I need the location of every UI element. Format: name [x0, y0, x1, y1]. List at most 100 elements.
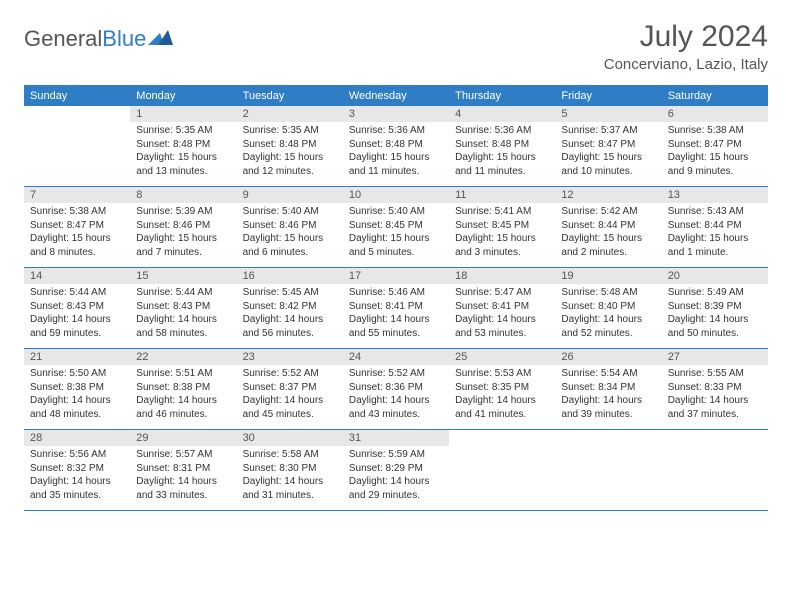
calendar-day: 6Sunrise: 5:38 AMSunset: 8:47 PMDaylight… — [662, 106, 768, 187]
calendar-week: 7Sunrise: 5:38 AMSunset: 8:47 PMDaylight… — [24, 187, 768, 268]
logo-icon — [148, 26, 174, 52]
day-number: 13 — [662, 187, 768, 203]
day-line: Daylight: 15 hours and 3 minutes. — [455, 232, 549, 259]
calendar-week: 21Sunrise: 5:50 AMSunset: 8:38 PMDayligh… — [24, 349, 768, 430]
day-line: Sunset: 8:45 PM — [349, 219, 443, 233]
day-content: Sunrise: 5:50 AMSunset: 8:38 PMDaylight:… — [24, 365, 130, 429]
day-line: Sunset: 8:47 PM — [668, 138, 762, 152]
day-line: Daylight: 14 hours and 48 minutes. — [30, 394, 124, 421]
day-line: Sunset: 8:38 PM — [136, 381, 230, 395]
day-number: 11 — [449, 187, 555, 203]
day-line: Daylight: 15 hours and 11 minutes. — [349, 151, 443, 178]
day-content: Sunrise: 5:49 AMSunset: 8:39 PMDaylight:… — [662, 284, 768, 348]
day-line: Sunrise: 5:38 AM — [668, 124, 762, 138]
day-line: Daylight: 14 hours and 52 minutes. — [561, 313, 655, 340]
day-number: 19 — [555, 268, 661, 284]
day-line: Daylight: 15 hours and 1 minute. — [668, 232, 762, 259]
day-line: Sunrise: 5:47 AM — [455, 286, 549, 300]
day-line: Sunrise: 5:36 AM — [349, 124, 443, 138]
day-line: Sunrise: 5:54 AM — [561, 367, 655, 381]
dayname-header: Saturday — [662, 86, 768, 106]
day-number: 14 — [24, 268, 130, 284]
day-line: Sunset: 8:38 PM — [30, 381, 124, 395]
day-line: Daylight: 15 hours and 6 minutes. — [243, 232, 337, 259]
day-line: Sunrise: 5:35 AM — [243, 124, 337, 138]
day-line: Sunrise: 5:39 AM — [136, 205, 230, 219]
day-number: 28 — [24, 430, 130, 446]
day-line: Daylight: 14 hours and 53 minutes. — [455, 313, 549, 340]
calendar-day: 27Sunrise: 5:55 AMSunset: 8:33 PMDayligh… — [662, 349, 768, 430]
month-title: July 2024 — [604, 20, 768, 54]
calendar-day: 30Sunrise: 5:58 AMSunset: 8:30 PMDayligh… — [237, 430, 343, 511]
day-line: Sunset: 8:43 PM — [136, 300, 230, 314]
day-content: Sunrise: 5:43 AMSunset: 8:44 PMDaylight:… — [662, 203, 768, 267]
day-line: Sunset: 8:43 PM — [30, 300, 124, 314]
day-line: Sunrise: 5:35 AM — [136, 124, 230, 138]
day-line: Daylight: 14 hours and 59 minutes. — [30, 313, 124, 340]
day-line: Sunset: 8:35 PM — [455, 381, 549, 395]
logo: GeneralBlue — [24, 26, 174, 52]
day-line: Daylight: 14 hours and 35 minutes. — [30, 475, 124, 502]
day-line: Sunset: 8:29 PM — [349, 462, 443, 476]
day-number: 21 — [24, 349, 130, 365]
day-content — [555, 446, 661, 508]
calendar-day: 1Sunrise: 5:35 AMSunset: 8:48 PMDaylight… — [130, 106, 236, 187]
dayname-header: Friday — [555, 86, 661, 106]
day-content: Sunrise: 5:55 AMSunset: 8:33 PMDaylight:… — [662, 365, 768, 429]
calendar-day: 3Sunrise: 5:36 AMSunset: 8:48 PMDaylight… — [343, 106, 449, 187]
day-line: Sunrise: 5:41 AM — [455, 205, 549, 219]
calendar-day: 26Sunrise: 5:54 AMSunset: 8:34 PMDayligh… — [555, 349, 661, 430]
day-line: Daylight: 15 hours and 12 minutes. — [243, 151, 337, 178]
day-content: Sunrise: 5:51 AMSunset: 8:38 PMDaylight:… — [130, 365, 236, 429]
day-line: Sunset: 8:41 PM — [455, 300, 549, 314]
day-content: Sunrise: 5:38 AMSunset: 8:47 PMDaylight:… — [662, 122, 768, 186]
day-line: Sunset: 8:31 PM — [136, 462, 230, 476]
day-number: 23 — [237, 349, 343, 365]
day-content: Sunrise: 5:46 AMSunset: 8:41 PMDaylight:… — [343, 284, 449, 348]
calendar-day: 9Sunrise: 5:40 AMSunset: 8:46 PMDaylight… — [237, 187, 343, 268]
day-content: Sunrise: 5:38 AMSunset: 8:47 PMDaylight:… — [24, 203, 130, 267]
day-line: Daylight: 14 hours and 56 minutes. — [243, 313, 337, 340]
day-line: Daylight: 14 hours and 45 minutes. — [243, 394, 337, 421]
calendar-week: 14Sunrise: 5:44 AMSunset: 8:43 PMDayligh… — [24, 268, 768, 349]
day-number: 12 — [555, 187, 661, 203]
day-number — [555, 430, 661, 446]
day-number — [24, 106, 130, 122]
day-content: Sunrise: 5:42 AMSunset: 8:44 PMDaylight:… — [555, 203, 661, 267]
day-content: Sunrise: 5:37 AMSunset: 8:47 PMDaylight:… — [555, 122, 661, 186]
calendar-day: 25Sunrise: 5:53 AMSunset: 8:35 PMDayligh… — [449, 349, 555, 430]
day-content: Sunrise: 5:57 AMSunset: 8:31 PMDaylight:… — [130, 446, 236, 510]
day-number: 17 — [343, 268, 449, 284]
day-line: Daylight: 15 hours and 8 minutes. — [30, 232, 124, 259]
day-content: Sunrise: 5:47 AMSunset: 8:41 PMDaylight:… — [449, 284, 555, 348]
day-line: Sunrise: 5:46 AM — [349, 286, 443, 300]
day-line: Daylight: 14 hours and 46 minutes. — [136, 394, 230, 421]
day-number: 6 — [662, 106, 768, 122]
location: Concerviano, Lazio, Italy — [604, 56, 768, 73]
dayname-header: Thursday — [449, 86, 555, 106]
day-line: Sunrise: 5:49 AM — [668, 286, 762, 300]
day-line: Daylight: 14 hours and 29 minutes. — [349, 475, 443, 502]
day-number — [662, 430, 768, 446]
day-line: Sunset: 8:41 PM — [349, 300, 443, 314]
day-line: Daylight: 14 hours and 39 minutes. — [561, 394, 655, 421]
calendar-head: SundayMondayTuesdayWednesdayThursdayFrid… — [24, 86, 768, 106]
day-content: Sunrise: 5:40 AMSunset: 8:45 PMDaylight:… — [343, 203, 449, 267]
day-line: Sunset: 8:47 PM — [30, 219, 124, 233]
day-number: 2 — [237, 106, 343, 122]
day-content: Sunrise: 5:44 AMSunset: 8:43 PMDaylight:… — [130, 284, 236, 348]
day-line: Sunset: 8:30 PM — [243, 462, 337, 476]
day-number: 1 — [130, 106, 236, 122]
day-line: Sunset: 8:46 PM — [243, 219, 337, 233]
day-line: Sunset: 8:46 PM — [136, 219, 230, 233]
day-line: Sunrise: 5:48 AM — [561, 286, 655, 300]
day-number: 15 — [130, 268, 236, 284]
day-line: Sunset: 8:48 PM — [455, 138, 549, 152]
calendar-week: 28Sunrise: 5:56 AMSunset: 8:32 PMDayligh… — [24, 430, 768, 511]
day-line: Daylight: 15 hours and 9 minutes. — [668, 151, 762, 178]
title-block: July 2024 Concerviano, Lazio, Italy — [604, 20, 768, 73]
day-line: Daylight: 14 hours and 58 minutes. — [136, 313, 230, 340]
day-content: Sunrise: 5:48 AMSunset: 8:40 PMDaylight:… — [555, 284, 661, 348]
day-line: Sunrise: 5:40 AM — [349, 205, 443, 219]
day-line: Sunrise: 5:56 AM — [30, 448, 124, 462]
